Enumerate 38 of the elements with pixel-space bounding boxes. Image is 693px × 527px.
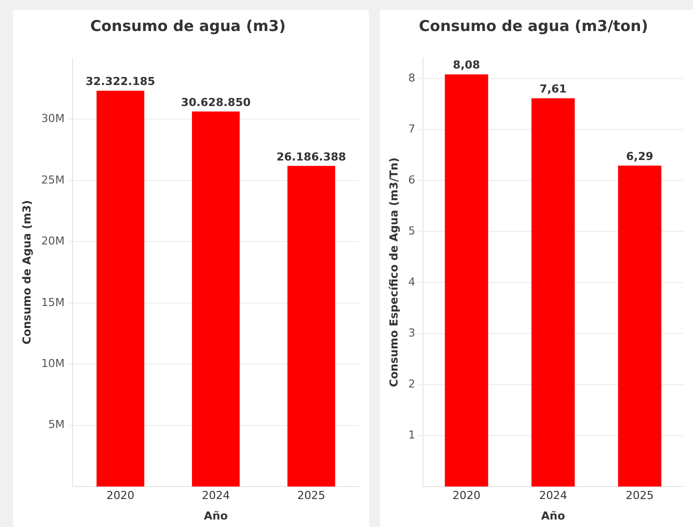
- text: 32.322.185: [86, 75, 156, 88]
- text: 26.186.388: [276, 150, 346, 164]
- y-axis-title: Consumo de Agua (m3): [20, 200, 34, 345]
- y-tick-label: 30M: [41, 112, 65, 126]
- x-tick-label: 2025: [626, 489, 654, 502]
- x-tick-label: 2020: [106, 489, 134, 502]
- text: 8,08: [452, 58, 480, 72]
- bar: [531, 98, 575, 487]
- y-tick-label: 6: [408, 173, 416, 186]
- x-axis-title: Año: [204, 509, 228, 522]
- text: 7,61: [540, 82, 567, 96]
- x-tick-label: 2024: [539, 489, 568, 502]
- y-tick-label: 1: [408, 428, 416, 442]
- y-tick-label: 20M: [41, 234, 65, 248]
- y-tick-label: 2: [408, 377, 416, 390]
- text: 6,29: [626, 150, 654, 164]
- y-tick-label: 5: [408, 224, 416, 238]
- y-tick-label: 10M: [41, 357, 65, 370]
- x-tick-label: 2024: [202, 489, 230, 502]
- x-tick-label: 2025: [297, 489, 326, 502]
- bar: [287, 166, 336, 487]
- text: 30.628.850: [181, 96, 251, 109]
- bar: [96, 90, 144, 487]
- bar: [444, 74, 488, 487]
- y-tick-label: 7: [408, 122, 416, 136]
- y-tick-label: 5M: [48, 418, 65, 432]
- x-axis-title: Año: [541, 509, 566, 522]
- chart-title: Consumo de agua (m3/ton): [418, 16, 648, 35]
- y-axis-title: Consumo Específico de Agua (m3/Tn): [387, 158, 400, 388]
- y-tick-label: 4: [408, 275, 416, 288]
- bar: [192, 112, 240, 487]
- x-tick-label: 2020: [452, 489, 480, 502]
- bar: [618, 166, 662, 487]
- chart-title: Consumo de agua (m3): [90, 16, 286, 35]
- y-tick-label: 15M: [41, 296, 65, 309]
- y-tick-label: 3: [408, 326, 416, 340]
- y-tick-label: 8: [408, 71, 416, 84]
- y-tick-label: 25M: [41, 173, 65, 186]
